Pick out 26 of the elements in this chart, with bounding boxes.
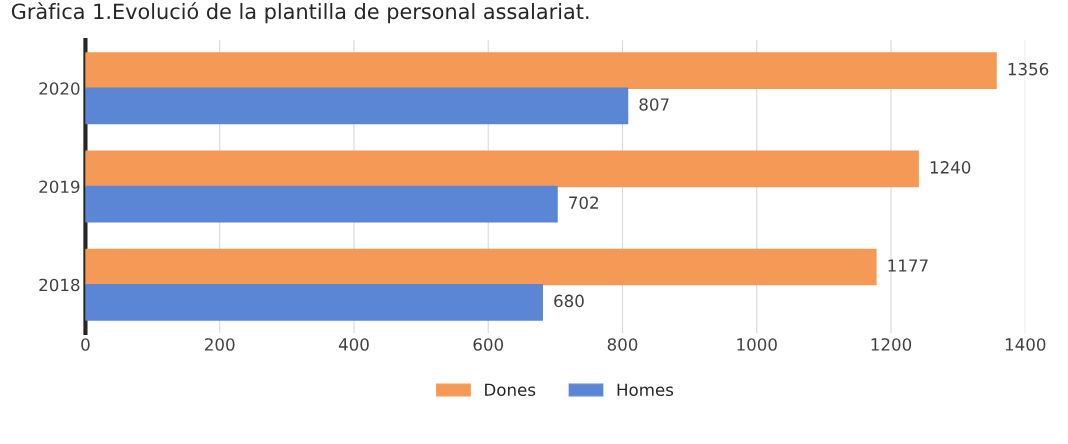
data-label: 1240 [930,161,971,174]
x-tick-label: 1400 [1005,338,1046,351]
x-tick-label: 400 [338,338,369,351]
data-label: 807 [639,98,669,111]
y-tick-label: 2019 [39,180,80,194]
x-tick-label: 1200 [871,338,912,351]
x-tick-label: 800 [607,338,638,351]
x-tick-label: 600 [473,338,504,351]
chart-title: Gràfica 1.Evolució de la plantilla de personal assalariat. [11,2,589,24]
y-tick-label: 2018 [39,278,80,292]
data-label: 680 [554,294,584,308]
data-label: 702 [569,196,598,209]
bar [85,283,543,321]
bar [85,185,558,223]
x-tick-label: 200 [205,338,235,351]
legend-label: Homes [617,383,674,397]
data-label: 1356 [1008,62,1049,76]
data-label: 1177 [888,259,928,272]
x-tick-label: 1000 [737,338,777,351]
legend-label: Dones [485,383,536,397]
bar [85,150,919,188]
bar [85,248,877,286]
bar [85,87,629,125]
y-tick-label: 2020 [39,82,80,95]
x-tick-label: 0 [81,338,90,351]
bar [85,52,997,89]
